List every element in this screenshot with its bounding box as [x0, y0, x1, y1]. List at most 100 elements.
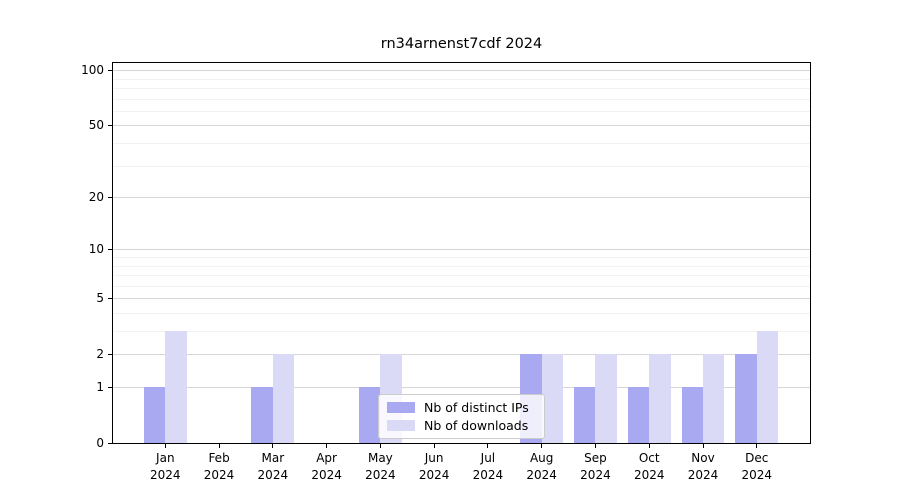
- y-axis-tick: [108, 354, 113, 356]
- x-tick-year: 2024: [365, 467, 396, 482]
- x-tick-month: Feb: [208, 451, 230, 465]
- gridline-major: [113, 298, 810, 300]
- x-tick-label: Mar 2024: [241, 450, 305, 483]
- legend-label-distinct-ips: Nb of distinct IPs: [424, 400, 529, 415]
- y-tick-label: 2: [96, 347, 104, 362]
- x-axis-tick: [218, 444, 220, 448]
- bar-distinct-ips: [143, 387, 166, 443]
- x-tick-label: Nov 2024: [671, 450, 735, 483]
- bar-distinct-ips: [627, 387, 650, 443]
- gridline-minor: [113, 275, 810, 277]
- y-axis-tick: [108, 249, 113, 251]
- x-axis-tick: [433, 444, 435, 448]
- y-tick-label: 50: [88, 118, 104, 133]
- gridline-minor: [113, 88, 810, 90]
- gridline-minor: [113, 265, 810, 267]
- x-axis-tick: [272, 444, 274, 448]
- bar-downloads: [595, 354, 617, 443]
- bar-distinct-ips: [681, 387, 703, 443]
- y-tick-label: 1: [96, 380, 104, 394]
- x-tick-label: May 2024: [348, 450, 412, 483]
- x-tick-label: Aug 2024: [510, 450, 574, 483]
- x-tick-label: Jun 2024: [402, 450, 466, 483]
- gridline-minor: [113, 143, 810, 145]
- gridline-minor: [113, 312, 810, 314]
- x-tick-month: Jul: [480, 451, 496, 465]
- bar-distinct-ips: [358, 387, 381, 443]
- x-tick-year: 2024: [687, 467, 719, 482]
- y-axis-tick: [108, 298, 113, 300]
- x-tick-label: Oct 2024: [617, 450, 681, 483]
- x-axis-tick: [326, 444, 328, 448]
- x-axis-tick: [594, 444, 596, 448]
- x-tick-year: 2024: [150, 467, 181, 482]
- bar-distinct-ips: [574, 387, 596, 443]
- plot-area: [112, 62, 811, 444]
- gridline-major: [113, 387, 810, 388]
- x-axis-tick: [702, 444, 704, 448]
- y-tick-label: 100: [81, 63, 104, 78]
- gridline-major: [113, 125, 810, 127]
- gridline-major: [113, 354, 810, 356]
- gridline-minor: [113, 285, 810, 287]
- legend-item-downloads: Nb of downloads: [387, 418, 535, 433]
- x-tick-year: 2024: [633, 467, 665, 482]
- x-tick-label: Dec 2024: [725, 450, 789, 483]
- x-tick-month: Oct: [638, 451, 660, 465]
- gridline-minor: [113, 110, 810, 112]
- bar-downloads: [272, 354, 295, 443]
- x-tick-label: Feb 2024: [187, 450, 251, 483]
- gridline-major: [113, 249, 810, 251]
- bar-downloads: [756, 331, 779, 443]
- x-tick-year: 2024: [418, 467, 450, 482]
- gridline-minor: [113, 331, 810, 333]
- x-axis-tick: [648, 444, 650, 448]
- x-tick-label: Jul 2024: [456, 450, 520, 483]
- x-axis-tick: [164, 444, 166, 448]
- gridline-minor: [113, 165, 810, 167]
- x-tick-month: Jan: [156, 451, 175, 465]
- gridline-minor: [113, 78, 810, 80]
- x-axis-tick: [487, 444, 489, 448]
- x-tick-label: Apr 2024: [295, 450, 359, 483]
- y-axis-tick: [108, 443, 113, 444]
- legend-swatch-distinct-ips: [387, 402, 415, 413]
- x-tick-year: 2024: [311, 467, 342, 482]
- x-axis-tick: [379, 444, 381, 448]
- legend-label-downloads: Nb of downloads: [424, 418, 529, 433]
- x-tick-year: 2024: [580, 467, 611, 482]
- x-axis-tick: [756, 444, 758, 448]
- bar-distinct-ips: [735, 354, 757, 443]
- gridline-minor: [113, 257, 810, 258]
- bar-downloads: [165, 331, 187, 443]
- x-tick-year: 2024: [203, 467, 235, 482]
- y-tick-label: 10: [88, 242, 104, 257]
- y-axis-tick: [108, 387, 113, 388]
- x-tick-month: Mar: [261, 451, 285, 465]
- chart-title: rn34arnenst7cdf 2024: [380, 36, 543, 52]
- bar-distinct-ips: [251, 387, 273, 443]
- legend-swatch-downloads: [387, 420, 415, 431]
- legend: Nb of distinct IPs Nb of downloads: [378, 394, 545, 439]
- bar-downloads: [649, 354, 671, 443]
- x-tick-year: 2024: [741, 467, 773, 482]
- y-tick-label: 0: [96, 436, 104, 450]
- y-axis-tick: [108, 70, 113, 72]
- x-tick-month: Jun: [424, 451, 444, 465]
- x-tick-month: Dec: [745, 451, 769, 465]
- x-tick-year: 2024: [257, 467, 289, 482]
- legend-item-distinct-ips: Nb of distinct IPs: [387, 400, 535, 415]
- gridline-major: [113, 70, 810, 72]
- y-axis-tick: [108, 125, 113, 127]
- bar-downloads: [703, 354, 725, 443]
- bar-downloads: [541, 354, 564, 443]
- y-axis-tick: [108, 197, 113, 199]
- gridline-major: [113, 197, 810, 199]
- x-axis-tick: [541, 444, 543, 448]
- y-tick-label: 5: [96, 291, 104, 306]
- x-tick-month: Apr: [316, 451, 337, 465]
- x-tick-month: Aug: [529, 451, 554, 465]
- x-tick-month: May: [367, 451, 393, 465]
- x-tick-label: Sep 2024: [563, 450, 627, 483]
